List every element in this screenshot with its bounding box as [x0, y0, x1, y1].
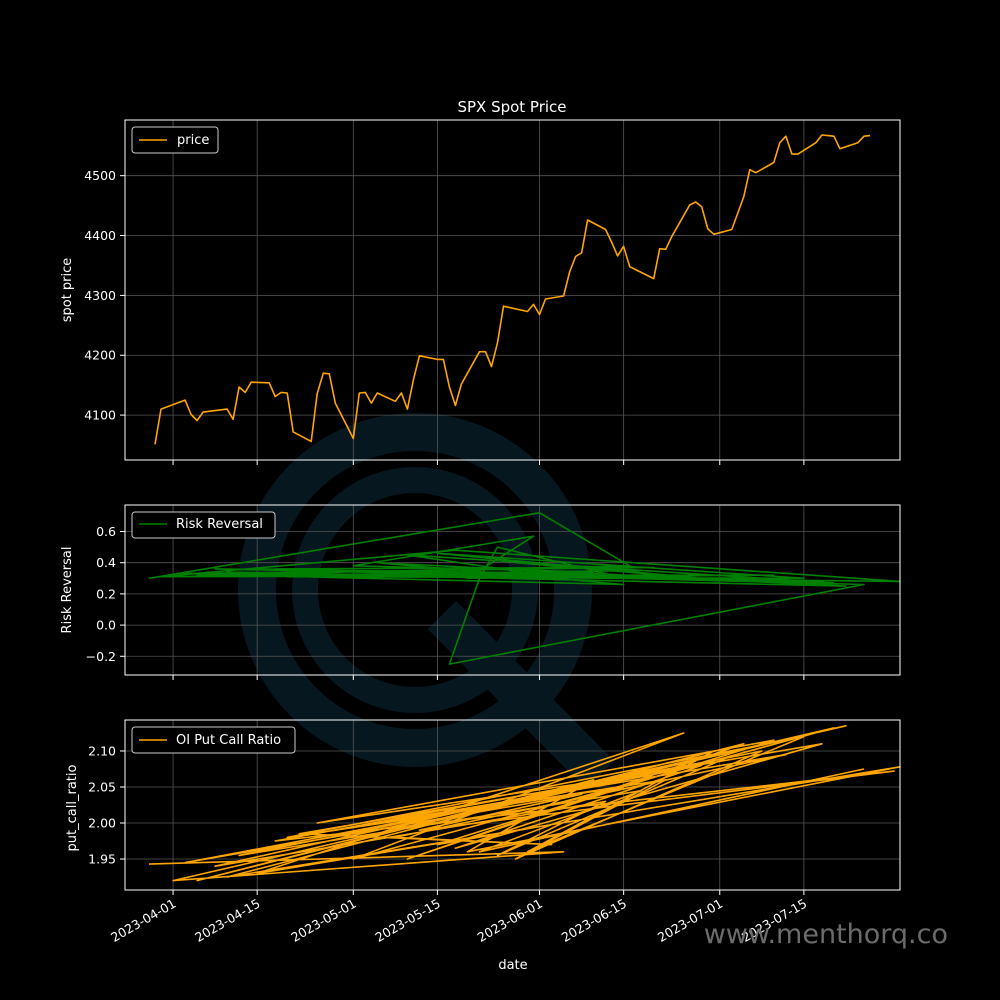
x-tick-label: 2023-05-01 — [288, 896, 358, 945]
put-call-x-ticks — [172, 890, 805, 895]
watermark-text: www.menthorq.co — [704, 919, 948, 950]
y-tick-label: 2.00 — [88, 816, 116, 831]
x-axis-label: date — [498, 958, 527, 973]
risk-reversal-x-ticks — [172, 675, 805, 680]
spot-price-grid — [125, 120, 900, 460]
risk-reversal-y-label: Risk Reversal — [60, 547, 75, 634]
spot-price-legend: price — [131, 126, 219, 154]
put-call-series-layer — [148, 724, 901, 882]
spot-price-chart: 4100 4200 4300 4400 4500 SPX Spot Price spot… — [60, 98, 901, 465]
spot-price-y-label: spot price — [60, 258, 75, 323]
risk-reversal-y-ticks: −0.2 0.0 0.2 0.4 0.6 — [86, 524, 125, 664]
legend-label-put-call: OI Put Call Ratio — [176, 733, 281, 748]
x-tick-label: 2023-04-15 — [192, 896, 262, 945]
spot-price-title: SPX Spot Price — [457, 98, 566, 116]
x-tick-label: 2023-05-15 — [372, 896, 442, 945]
put-call-frame — [124, 719, 901, 891]
y-tick-label: 4500 — [84, 168, 116, 183]
y-tick-label: −0.2 — [86, 649, 116, 664]
risk-reversal-legend: Risk Reversal — [131, 511, 276, 539]
x-tick-label: 2023-06-15 — [559, 896, 629, 945]
legend-box — [131, 126, 219, 154]
logo-inner-ring — [292, 467, 538, 713]
legend-box — [131, 511, 276, 539]
x-tick-label: 2023-06-01 — [475, 896, 545, 945]
y-tick-label: 4200 — [84, 348, 116, 363]
y-tick-label: 4400 — [84, 228, 116, 243]
risk-reversal-frame — [124, 504, 901, 676]
y-tick-label: 1.95 — [88, 852, 116, 867]
menthorq-logo — [238, 413, 615, 790]
legend-label-risk-reversal: Risk Reversal — [176, 517, 263, 532]
y-tick-label: 0.6 — [96, 524, 116, 539]
x-tick-label: 2023-04-01 — [108, 896, 178, 945]
risk-reversal-chart: −0.2 0.0 0.2 0.4 0.6 Risk Reversal Risk Reve… — [60, 504, 901, 680]
y-tick-label: 4300 — [84, 288, 116, 303]
spot-price-frame — [124, 119, 901, 461]
logo-tail — [427, 600, 615, 790]
risk-reversal-series-layer — [148, 511, 901, 665]
put-call-y-ticks: 1.95 2.00 2.05 2.10 — [88, 743, 125, 867]
spot-price-x-ticks — [172, 460, 805, 465]
y-tick-label: 2.05 — [88, 779, 116, 794]
put-call-y-label: put_call_ratio — [65, 765, 80, 852]
series-line — [154, 134, 871, 445]
y-tick-label: 4100 — [84, 408, 116, 423]
legend-box — [131, 726, 296, 754]
put-call-legend: OI Put Call Ratio — [131, 726, 296, 754]
series-line — [148, 511, 901, 665]
series-line — [148, 724, 901, 882]
spot-price-y-ticks: 4100 4200 4300 4400 4500 — [84, 168, 125, 423]
y-tick-label: 2.10 — [88, 743, 116, 758]
legend-label-price: price — [177, 133, 209, 148]
y-tick-label: 0.0 — [96, 618, 116, 633]
y-tick-label: 0.2 — [96, 586, 116, 601]
price-series-layer — [154, 134, 871, 445]
y-tick-label: 0.4 — [96, 555, 116, 570]
